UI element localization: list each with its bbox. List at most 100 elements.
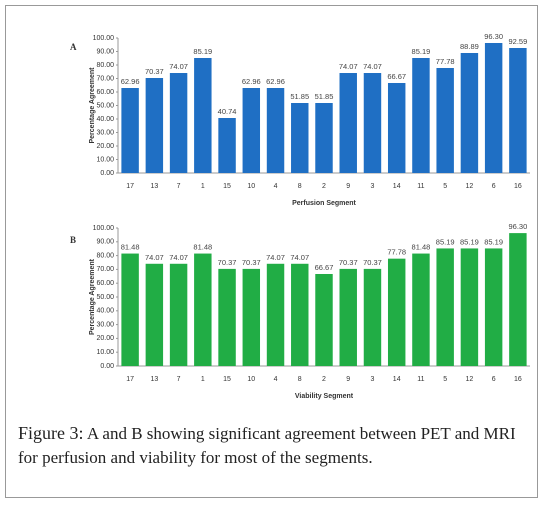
bar <box>169 263 188 366</box>
charts: A Percentage Agreement Perfusion Segment 0.… <box>70 32 530 400</box>
x-tick-label: 3 <box>371 376 375 383</box>
x-tick-label: 3 <box>371 183 375 190</box>
bar <box>291 103 309 173</box>
x-tick-label: 11 <box>417 183 424 190</box>
y-tick-label: 60.00 <box>96 280 114 287</box>
value-label: 70.37 <box>145 67 164 76</box>
value-label: 88.89 <box>460 42 479 51</box>
bar <box>145 78 164 173</box>
bar <box>363 73 382 173</box>
y-tick-label: 90.00 <box>96 239 114 246</box>
value-label: 81.48 <box>193 243 212 252</box>
y-tick-label: 30.00 <box>96 321 114 328</box>
x-tick-label: 5 <box>443 376 447 383</box>
x-tick-label: 10 <box>247 183 255 190</box>
bar <box>242 268 261 366</box>
bar <box>339 268 357 366</box>
bar <box>218 118 236 173</box>
x-tick-label: 16 <box>514 183 522 190</box>
x-tick-label: 6 <box>492 376 496 383</box>
x-tick-label: 2 <box>322 183 326 190</box>
value-label: 96.30 <box>484 32 503 41</box>
caption-text: A and B showing significant agreement be… <box>18 424 516 467</box>
x-tick-label: 2 <box>322 376 326 383</box>
value-label: 62.96 <box>266 77 285 86</box>
bar <box>145 263 164 366</box>
x-tick-label: 6 <box>492 183 496 190</box>
value-label: 70.37 <box>363 258 382 267</box>
x-tick-label: 1 <box>201 183 205 190</box>
x-tick-label: 4 <box>274 183 278 190</box>
value-label: 81.48 <box>412 243 431 252</box>
bar <box>121 253 139 366</box>
value-label: 51.85 <box>290 92 309 101</box>
value-label: 74.07 <box>363 62 382 71</box>
x-axis-label: Viability Segment <box>295 393 354 400</box>
figure-frame <box>5 5 538 498</box>
bar <box>509 233 527 366</box>
x-tick-label: 12 <box>466 376 474 383</box>
caption-label: Figure 3: <box>18 423 84 443</box>
y-axis-label: Percentage Agreement <box>89 67 96 144</box>
x-tick-label: 9 <box>346 183 350 190</box>
panel-title: B <box>70 235 76 245</box>
value-label: 77.78 <box>387 248 406 257</box>
x-tick-label: 15 <box>223 183 231 190</box>
bar <box>266 263 285 366</box>
bar <box>315 273 333 366</box>
value-label: 70.37 <box>218 258 237 267</box>
caption: Figure 3: A and B showing significant ag… <box>18 421 533 470</box>
y-tick-label: 70.00 <box>96 75 114 82</box>
bar <box>509 48 527 174</box>
y-tick-label: 80.00 <box>96 62 114 69</box>
y-tick-label: 0.00 <box>100 363 114 370</box>
x-tick-label: 13 <box>150 376 158 383</box>
value-label: 96.30 <box>508 222 527 231</box>
y-tick-label: 30.00 <box>96 129 114 136</box>
y-tick-label: 100.00 <box>93 225 115 232</box>
value-label: 85.19 <box>484 237 503 246</box>
y-tick-label: 40.00 <box>96 116 114 123</box>
value-label: 70.37 <box>242 258 261 267</box>
bar <box>363 268 382 366</box>
value-label: 40.74 <box>218 107 237 116</box>
y-tick-label: 70.00 <box>96 266 114 273</box>
x-tick-label: 14 <box>393 376 401 383</box>
value-label: 66.67 <box>315 263 334 272</box>
x-tick-label: 8 <box>298 183 302 190</box>
x-tick-label: 7 <box>177 376 181 383</box>
y-tick-label: 10.00 <box>96 156 114 163</box>
x-axis-label: Perfusion Segment <box>292 200 356 207</box>
value-label: 74.07 <box>145 253 164 262</box>
y-tick-label: 40.00 <box>96 308 114 315</box>
value-label: 92.59 <box>508 37 527 46</box>
y-axis-label: Percentage Agreement <box>89 258 96 335</box>
y-tick-label: 90.00 <box>96 48 114 55</box>
value-label: 74.07 <box>339 62 358 71</box>
bar <box>218 268 236 366</box>
value-label: 51.85 <box>315 92 334 101</box>
bar <box>436 248 454 366</box>
value-label: 74.07 <box>169 62 188 71</box>
bar <box>266 88 285 173</box>
bar <box>412 253 430 366</box>
value-label: 70.37 <box>339 258 358 267</box>
x-tick-label: 1 <box>201 376 205 383</box>
x-tick-label: 7 <box>177 183 181 190</box>
x-tick-label: 10 <box>247 376 255 383</box>
value-label: 77.78 <box>436 57 455 66</box>
value-label: 74.07 <box>169 253 188 262</box>
x-tick-label: 5 <box>443 183 447 190</box>
x-tick-label: 8 <box>298 376 302 383</box>
y-tick-label: 20.00 <box>96 143 114 150</box>
x-tick-label: 16 <box>514 376 522 383</box>
bar <box>169 73 188 173</box>
y-tick-label: 100.00 <box>93 35 115 42</box>
y-tick-label: 10.00 <box>96 349 114 356</box>
value-label: 62.96 <box>121 77 140 86</box>
value-label: 85.19 <box>460 237 479 246</box>
x-tick-label: 9 <box>346 376 350 383</box>
bar <box>484 42 503 174</box>
y-tick-label: 50.00 <box>96 102 114 109</box>
